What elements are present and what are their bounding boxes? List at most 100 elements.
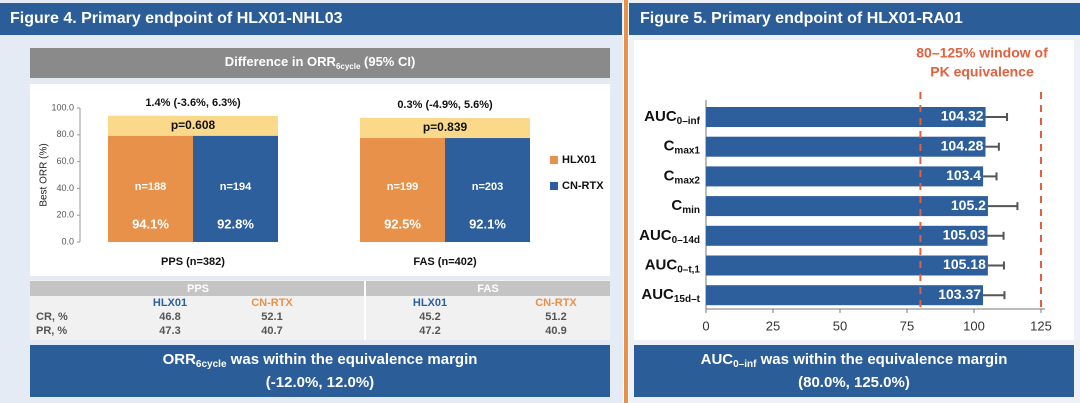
value-label: 105.18 [943,256,986,272]
value-label: 92.8% [217,216,254,231]
y-tick-label-part: AUC [639,227,672,244]
annotation: 80–125% window of [916,45,1048,61]
left-header [0,3,622,35]
bar [706,255,988,276]
value-label: 103.37 [938,286,981,302]
table-group: FAS [477,283,498,295]
x-tick-label: 0 [702,318,709,333]
conclusion-part: was within the equivalence margin [756,351,1007,368]
p-value: p=0.608 [171,118,216,132]
value-label: 92.1% [469,216,506,231]
conclusion-part: 6cycle [196,359,227,370]
difference: 1.4% (-3.6%, 6.3%) [145,97,241,109]
right-header [629,3,1080,35]
p-value: p=0.839 [423,120,468,134]
y-tick-label-part: 0–inf [677,116,701,127]
p-value-band [360,118,530,139]
y-tick-label: AUC0–14d [639,227,700,246]
y-tick-label-part: 0–t,1 [677,264,700,275]
conclusion-margin: (-12.0%, 12.0%) [266,374,374,391]
y-tick-label: Cmax2 [664,167,701,186]
table-cell: 52.1 [261,311,282,323]
table-cell: 51.2 [545,311,566,323]
subtitle-bar [30,48,610,78]
y-tick-label-part: AUC [645,256,678,273]
value-label: 104.28 [941,137,984,153]
table-cell: 40.9 [545,325,566,337]
table-cell: 40.7 [261,325,282,337]
table-column: CN-RTX [535,297,577,309]
x-tick-label: FAS (n=402) [413,256,477,268]
conclusion-box [30,345,610,397]
x-tick-label: 75 [900,318,914,333]
table-group: PPS [187,283,209,295]
y-tick-label: 40.0 [56,183,74,193]
conclusion: ORR6cycle was within the equivalence mar… [163,351,478,370]
value-label: 94.1% [132,216,169,231]
chart-subtitle-part: (95% CI) [360,54,415,69]
value-label: 103.4 [946,167,981,183]
annotation: PK equivalence [930,64,1034,80]
y-tick-label: AUC0–t,1 [645,256,701,275]
y-tick-label-part: 15d–t [674,294,701,305]
conclusion-part: ORR [163,351,197,368]
x-tick-label: PPS (n=382) [161,256,225,268]
bar [706,107,986,127]
value-label: 105.03 [943,227,986,243]
y-tick-label-part: max1 [674,145,700,156]
table-cell: 45.2 [419,311,440,323]
y-tick-label-part: AUC [644,108,677,125]
conclusion-part: was within the equivalence margin [227,351,478,368]
bar [360,118,445,242]
conclusion-margin: (80.0%, 125.0%) [798,374,910,391]
y-tick-label: 60.0 [56,156,74,166]
bar [706,285,984,306]
y-tick-label-part: C [671,197,682,214]
legend-label: HLX01 [562,154,596,166]
conclusion: AUC0–inf was within the equivalence marg… [701,351,1008,370]
value-label: 104.32 [941,108,984,124]
chart-subtitle: Difference in ORR6cycle (95% CI) [225,54,416,71]
panel-divider [624,0,628,403]
table-column: HLX01 [413,297,447,309]
figure-title: Figure 5. Primary endpoint of HLX01-RA01 [640,10,963,27]
table-cell: 47.2 [419,325,440,337]
y-tick-label-part: C [664,167,675,184]
p-value-band [108,115,278,136]
bar [706,136,986,157]
y-tick-label: Cmax1 [664,138,701,157]
bar [193,117,278,242]
y-tick-label: 80.0 [56,129,74,139]
legend-label: CN-RTX [562,180,604,192]
bar [108,115,193,242]
n-label: n=188 [135,181,167,193]
y-tick-label-part: min [682,205,700,216]
n-label: n=194 [220,181,252,193]
value-label: 92.5% [384,216,421,231]
y-axis-label: Best ORR (%) [39,143,50,206]
table-group-header [366,281,610,296]
y-tick-label-part: C [664,138,675,155]
y-tick-label: Cmin [671,197,700,216]
bar [706,196,988,217]
y-tick-label: 100.0 [51,102,74,112]
table-column: CN-RTX [251,297,293,309]
table-row-label: CR, % [36,311,68,323]
y-tick-label-part: 0–14d [672,234,700,245]
table-cell: 46.8 [159,311,180,323]
difference: 0.3% (-4.9%, 5.6%) [397,99,493,111]
y-tick-label-part: max2 [674,175,700,186]
x-tick-label: 100 [963,318,985,333]
chart-layer: Difference in ORR6cycle (95% CI)0.020.04… [36,45,1052,391]
conclusion-box [634,345,1074,397]
n-label: n=199 [387,181,419,193]
bar [706,225,988,246]
table-cell: 47.3 [159,325,180,337]
bar [445,118,530,242]
x-tick-label: 125 [1030,318,1052,333]
y-tick-label-part: AUC [641,286,674,303]
figure-title: Figure 4. Primary endpoint of HLX01-NHL0… [10,10,343,27]
bar [706,166,984,187]
